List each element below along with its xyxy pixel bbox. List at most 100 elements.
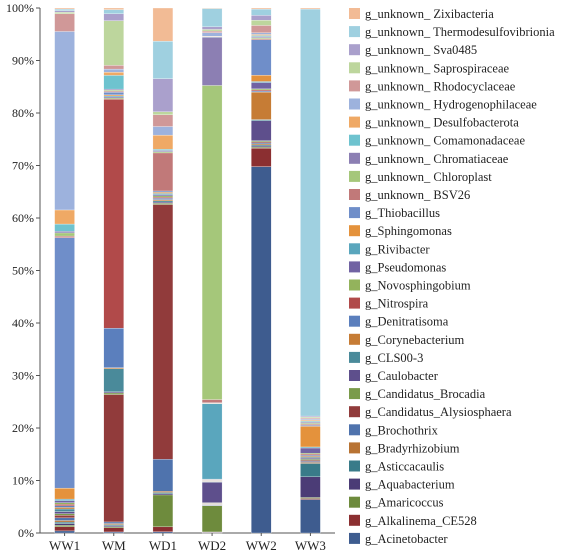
legend-swatch	[349, 532, 360, 544]
bar-segment	[54, 231, 75, 234]
y-tick-label: 0%	[18, 526, 34, 540]
legend-swatch	[349, 297, 360, 309]
legend-label: g_Acinetobacter	[365, 532, 448, 546]
bar-segment	[103, 526, 124, 528]
bar-segment	[54, 502, 75, 505]
bar-segment	[152, 150, 174, 152]
bar-segment	[201, 85, 223, 400]
bar-segment	[103, 91, 124, 93]
bar-segment	[54, 513, 75, 516]
bar-segment	[103, 328, 124, 368]
bar-segment	[103, 65, 124, 70]
bar-segment	[251, 88, 272, 91]
y-tick-label: 60%	[12, 211, 34, 225]
legend-label: g_Corynebacterium	[365, 333, 465, 347]
bar-segment	[251, 90, 272, 93]
legend-label: g_Sphingomonas	[365, 224, 452, 238]
bar-segment	[54, 520, 75, 523]
bar-segment	[251, 36, 272, 38]
bar-segment	[300, 416, 321, 419]
bar-segment	[103, 391, 124, 394]
bar-segment	[251, 147, 272, 167]
bar-segment	[251, 7, 272, 10]
bar-segment	[152, 526, 174, 532]
y-tick-label: 80%	[12, 106, 34, 120]
y-tick-label: 10%	[12, 474, 34, 488]
legend-label: g_unknown_ Thermodesulfovibrionia	[365, 25, 555, 39]
bar-segment	[300, 418, 321, 421]
bar-segment	[300, 462, 321, 464]
bar-segment	[54, 515, 75, 519]
bar-segment	[251, 20, 272, 26]
legend-label: g_unknown_ Saprospiraceae	[365, 61, 510, 75]
bar-segment	[103, 72, 124, 76]
bar-segment	[201, 403, 223, 480]
bar-segment	[300, 424, 321, 426]
bar-segment	[300, 417, 321, 420]
legend-label: g_Asticcacaulis	[365, 460, 444, 474]
legend-label: g_Bradyrhizobium	[365, 441, 460, 455]
x-category-label: WD1	[149, 538, 177, 553]
bar-segment	[54, 500, 75, 503]
y-tick-label: 70%	[12, 159, 34, 173]
bar-segment	[54, 511, 75, 514]
legend-swatch	[349, 62, 360, 74]
legend-swatch	[349, 152, 360, 164]
y-tick-label: 100%	[6, 1, 34, 15]
bar-segment	[103, 7, 124, 10]
bar-segment	[152, 204, 174, 460]
legend-label: g_unknown_ Sva0485	[365, 43, 477, 57]
legend-swatch	[349, 279, 360, 291]
bar-segment	[251, 8, 272, 16]
bar-segment	[103, 97, 124, 100]
bar-segment	[300, 499, 321, 534]
bar-segment	[201, 37, 223, 86]
bar-segment	[251, 142, 272, 145]
bar-segment	[201, 32, 223, 37]
bar-segment	[152, 491, 174, 493]
bar-segment	[152, 494, 174, 528]
bar-segment	[201, 7, 223, 9]
legend-label: g_Nitrospira	[365, 297, 429, 311]
bar-segment	[251, 166, 272, 534]
bar-segment	[251, 119, 272, 121]
bar-segment	[251, 81, 272, 83]
bar-segment	[300, 455, 321, 457]
x-category-label: WM	[102, 538, 126, 553]
legend-swatch	[349, 134, 360, 146]
legend-swatch	[349, 424, 360, 436]
bar-segment	[54, 10, 75, 13]
bar-segment	[300, 422, 321, 424]
bar-segment	[201, 26, 223, 30]
bar-segment	[300, 459, 321, 461]
bar-segment	[54, 507, 75, 510]
bar-segment	[103, 367, 124, 369]
bar-segment	[103, 527, 124, 533]
legend-swatch	[349, 351, 360, 363]
legend-swatch	[349, 315, 360, 327]
legend-label: g_Amaricoccus	[365, 496, 444, 510]
bar-segment	[54, 12, 75, 14]
bar-segment	[54, 523, 75, 526]
bar-segment	[201, 8, 223, 27]
bar-segment	[152, 190, 174, 193]
legend-label: g_Novosphingobium	[365, 279, 471, 293]
bar-segment	[300, 476, 321, 498]
legend-label: g_unknown_ Rhodocyclaceae	[365, 79, 516, 93]
legend: g_unknown_ Zixibacteria g_unknown_ Thermo…	[349, 7, 555, 546]
bar-segment	[54, 498, 75, 501]
bar-segment	[103, 531, 124, 534]
bar-segment	[103, 96, 124, 99]
legend-label: g_CLS00-3	[365, 351, 423, 365]
legend-swatch	[349, 442, 360, 454]
legend-swatch	[349, 116, 360, 128]
legend-swatch	[349, 333, 360, 345]
legend-swatch	[349, 496, 360, 508]
legend-label: g_Pseudomonas	[365, 260, 446, 274]
legend-label: g_unknown_ Zixibacteria	[365, 7, 494, 21]
bar-segment	[152, 201, 174, 204]
bar-segment	[300, 454, 321, 456]
legend-swatch	[349, 225, 360, 237]
bar-segment	[54, 223, 75, 232]
bar-segment	[54, 525, 75, 527]
